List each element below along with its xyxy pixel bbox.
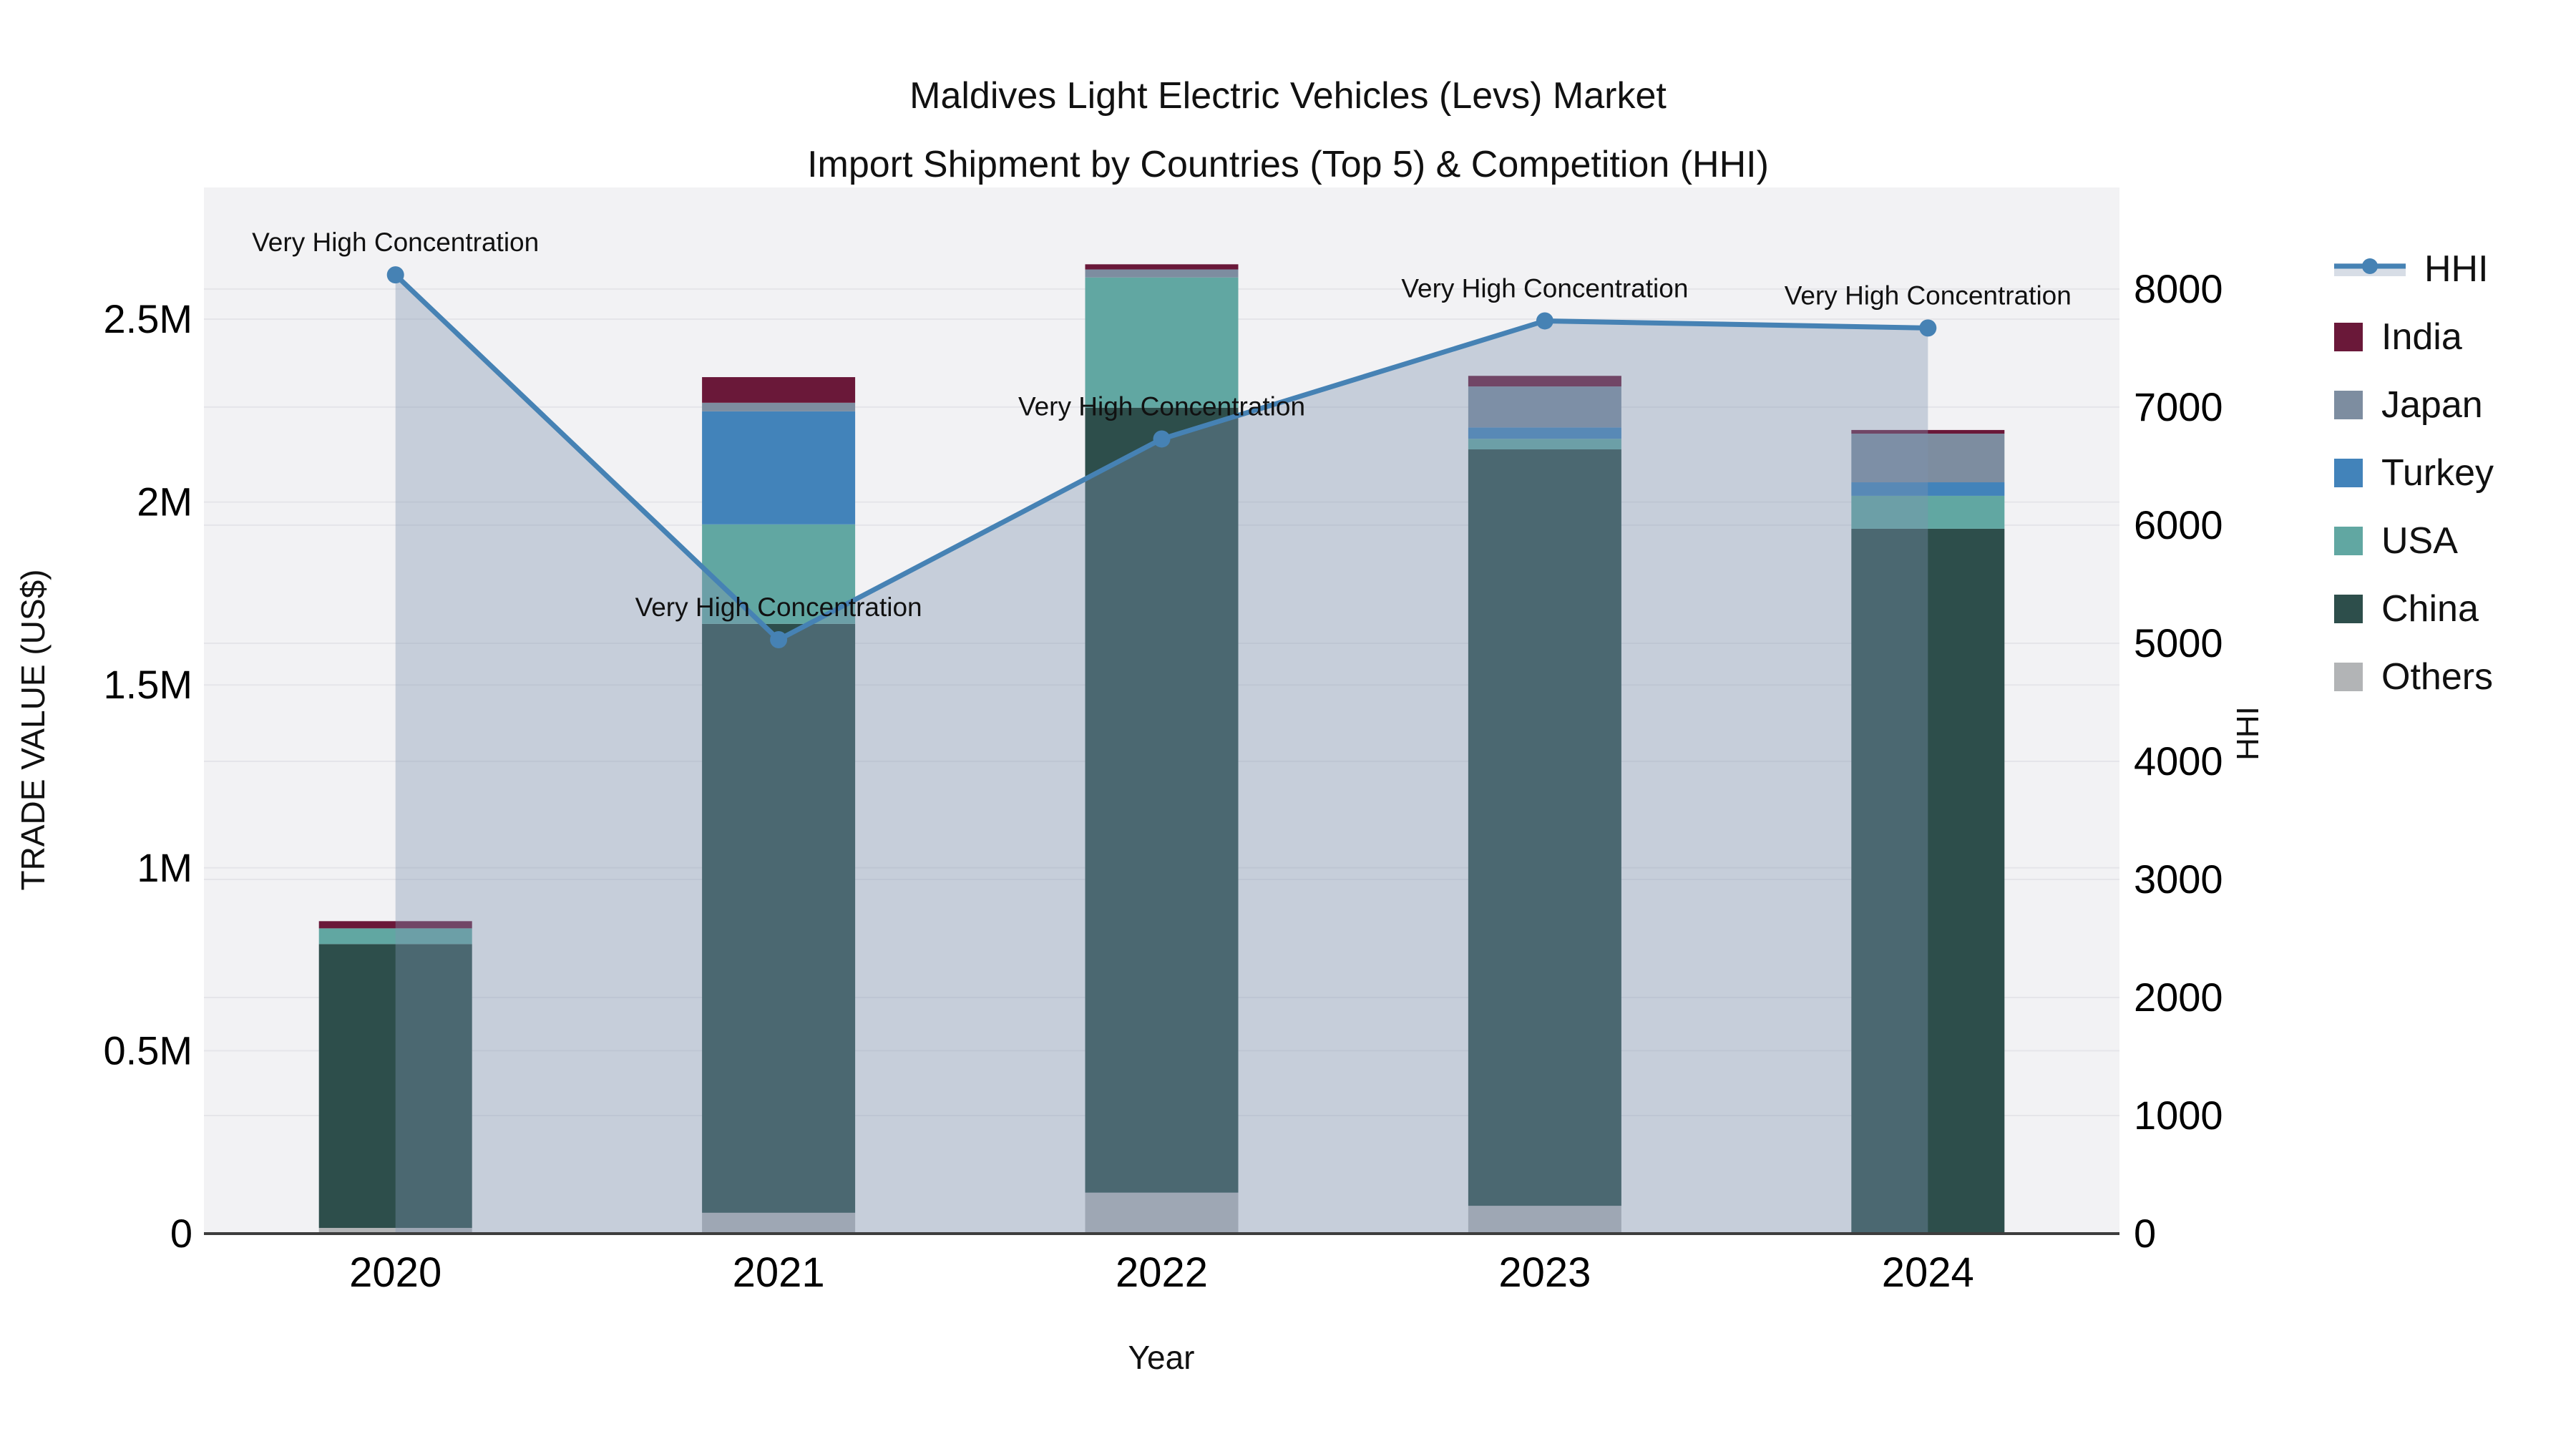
legend-swatch-usa: [2334, 526, 2363, 555]
bar-segment-china-2023[interactable]: [1468, 449, 1621, 1206]
bar-segment-china-2020[interactable]: [318, 944, 472, 1229]
annotations: Very High Concentration Very High Concent…: [252, 228, 2072, 622]
x-axis-label: Year: [1128, 1339, 1195, 1376]
y-left-tick-0: 0: [170, 1211, 192, 1256]
bar-segment-japan-2022[interactable]: [1085, 269, 1239, 278]
bar-segment-usa-2020[interactable]: [318, 928, 472, 945]
legend-label: China: [2381, 587, 2479, 630]
y-right-tick-5000: 5000: [2134, 620, 2223, 665]
bar-segment-usa-2022[interactable]: [1085, 277, 1239, 408]
bar-segment-others-2022[interactable]: [1085, 1192, 1239, 1234]
chart-title-line2: Import Shipment by Countries (Top 5) & C…: [807, 144, 1769, 185]
x-tick-2023: 2023: [1498, 1249, 1591, 1296]
legend-swatch-others: [2334, 662, 2363, 691]
bar-segment-japan-2021[interactable]: [702, 402, 856, 411]
hhi-area-fill: [395, 275, 1928, 1234]
tick-labels: 0 0.5M 1M 1.5M 2M 2.5M 0 1000 2000 3000 4000 5000 60…: [104, 266, 2223, 1296]
legend-label: India: [2381, 316, 2462, 358]
bar-segment-others-2020[interactable]: [318, 1228, 472, 1234]
bar-segment-usa-2023[interactable]: [1468, 439, 1621, 450]
bar-segment-china-2024[interactable]: [1851, 528, 2005, 1234]
legend-label: HHI: [2424, 248, 2489, 290]
legend-swatch-china: [2334, 594, 2363, 623]
hhi-point-2024[interactable]: [1919, 319, 1937, 337]
legend-item-hhi[interactable]: HHI: [2334, 235, 2494, 303]
legend-line-sample: [2334, 258, 2406, 276]
legend-item-turkey[interactable]: Turkey: [2334, 439, 2494, 507]
y-left-tick-1M: 1M: [137, 845, 192, 890]
legend-item-others[interactable]: Others: [2334, 643, 2494, 711]
legend-label: USA: [2381, 519, 2458, 562]
chart-title: Maldives Light Electric Vehicles (Levs) …: [0, 62, 2576, 199]
legend-swatch-turkey: [2334, 458, 2363, 487]
bar-segment-india-2020[interactable]: [318, 921, 472, 929]
bar-segment-japan-2023[interactable]: [1468, 386, 1621, 428]
hhi-point-2022[interactable]: [1153, 430, 1171, 448]
y-axis-label-right: HHI: [2230, 706, 2265, 761]
y-left-tick-1.5M: 1.5M: [104, 662, 193, 707]
y-left-tick-2M: 2M: [137, 479, 192, 525]
x-tick-2024: 2024: [1882, 1249, 1974, 1296]
y-right-tick-1000: 1000: [2134, 1093, 2223, 1138]
legend-swatch-india: [2334, 322, 2363, 351]
bar-segment-india-2024[interactable]: [1851, 429, 2005, 434]
legend: HHI India Japan Turkey USA China Others: [2334, 235, 2494, 711]
hhi-point-2021[interactable]: [770, 630, 788, 648]
bar-segment-india-2022[interactable]: [1085, 264, 1239, 270]
y-axis-label-left: TRADE VALUE (US$): [14, 569, 52, 891]
bar-segment-others-2021[interactable]: [702, 1212, 856, 1234]
bar-segment-others-2023[interactable]: [1468, 1206, 1621, 1234]
bar-segment-turkey-2021[interactable]: [702, 411, 856, 525]
y-right-tick-0: 0: [2134, 1211, 2156, 1256]
x-tick-2022: 2022: [1116, 1249, 1208, 1296]
hhi-point-2020[interactable]: [386, 266, 404, 284]
annotation-2024: Very High Concentration: [1785, 280, 2072, 310]
y-right-tick-4000: 4000: [2134, 738, 2223, 784]
bar-segment-turkey-2023[interactable]: [1468, 427, 1621, 439]
legend-item-china[interactable]: China: [2334, 575, 2494, 643]
legend-label: Japan: [2381, 384, 2483, 426]
chart-title-line1: Maldives Light Electric Vehicles (Levs) …: [909, 75, 1667, 117]
y-right-tick-7000: 7000: [2134, 384, 2223, 429]
bar-segment-china-2021[interactable]: [702, 623, 856, 1213]
legend-item-india[interactable]: India: [2334, 303, 2494, 371]
annotation-2023: Very High Concentration: [1401, 273, 1688, 303]
annotation-2021: Very High Concentration: [635, 592, 922, 622]
legend-item-usa[interactable]: USA: [2334, 507, 2494, 575]
legend-label: Others: [2381, 655, 2494, 698]
bar-segment-usa-2024[interactable]: [1851, 495, 2005, 529]
bar-segment-china-2022[interactable]: [1085, 407, 1239, 1193]
annotation-2020: Very High Concentration: [252, 228, 539, 257]
hhi-point-2023[interactable]: [1536, 312, 1553, 330]
bar-segment-turkey-2024[interactable]: [1851, 482, 2005, 496]
x-tick-2020: 2020: [349, 1249, 441, 1296]
y-left-tick-2.5M: 2.5M: [104, 296, 193, 341]
bar-segment-japan-2024[interactable]: [1851, 434, 2005, 483]
annotation-2022: Very High Concentration: [1018, 391, 1305, 421]
y-left-tick-0.5M: 0.5M: [104, 1028, 193, 1073]
y-right-tick-6000: 6000: [2134, 502, 2223, 547]
y-right-tick-8000: 8000: [2134, 266, 2223, 311]
bar-series: [318, 264, 2005, 1234]
legend-item-japan[interactable]: Japan: [2334, 371, 2494, 439]
y-right-tick-3000: 3000: [2134, 857, 2223, 902]
legend-swatch-japan: [2334, 390, 2363, 419]
bar-segment-india-2021[interactable]: [702, 377, 856, 403]
legend-label: Turkey: [2381, 452, 2494, 494]
x-tick-2021: 2021: [733, 1249, 825, 1296]
bar-segment-usa-2021[interactable]: [702, 524, 856, 624]
y-right-tick-2000: 2000: [2134, 975, 2223, 1020]
bar-segment-india-2023[interactable]: [1468, 376, 1621, 387]
